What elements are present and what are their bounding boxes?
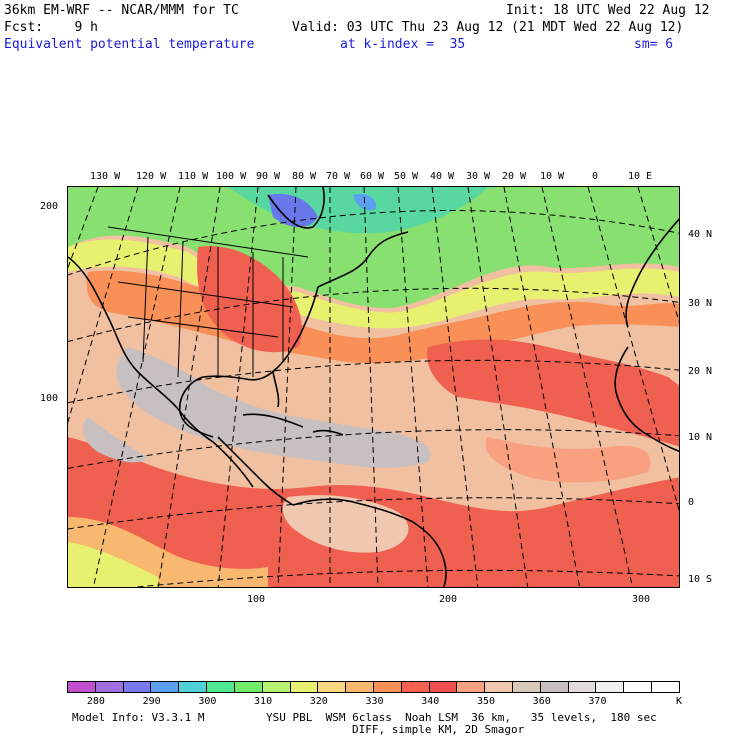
colorbar-swatch (290, 682, 319, 692)
lon-label: 30 W (466, 171, 491, 182)
lat-label: 0 (688, 497, 695, 508)
field-name: Equivalent potential temperature (4, 37, 255, 52)
colorbar-swatch (95, 682, 124, 692)
grid-bottom-label: 200 (439, 594, 458, 605)
colorbar-swatch (457, 682, 486, 692)
colorbar-tick-label: 330 (365, 696, 384, 707)
grey-dry-gulf (116, 347, 431, 468)
colorbar-tick-label: 280 (86, 696, 105, 707)
lat-label: 40 N (688, 229, 713, 240)
lon-label: 10 W (540, 171, 565, 182)
coastlines (68, 187, 679, 587)
forecast-hour: Fcst: 9 h (4, 20, 98, 35)
lon-label: 90 W (256, 171, 281, 182)
colorbar-swatch (318, 682, 347, 692)
model-info: Model Info: V3.3.1 M (72, 711, 205, 724)
colorbar-swatch (624, 682, 653, 692)
colorbar-swatch (568, 682, 597, 692)
colorbar-swatch (68, 682, 96, 692)
map-plot (68, 187, 679, 587)
salmon-patch-2 (282, 495, 409, 553)
colorbar-tick-label: 360 (532, 696, 551, 707)
lon-label: 40 W (430, 171, 455, 182)
theta-e-map (67, 186, 680, 588)
colorbar (67, 681, 680, 693)
yellow-sw (68, 542, 158, 587)
model-title: 36km EM-WRF -- NCAR/MMM for TC (4, 3, 239, 18)
colorbar-tick-label: 320 (309, 696, 328, 707)
red-core-east-us (197, 246, 302, 353)
lon-label: 110 W (178, 171, 209, 182)
lat-label: 10 S (688, 574, 713, 585)
colorbar-tick-label: 290 (142, 696, 161, 707)
lat-label: 10 N (688, 432, 713, 443)
colorbar-swatch (652, 682, 679, 692)
grey-dry-pacific (82, 417, 148, 463)
red-core-atlantic (427, 339, 679, 447)
salmon-patch (485, 437, 651, 483)
political-borders (107, 226, 309, 378)
colorbar-swatch (346, 682, 374, 692)
lon-label: 10 E (628, 171, 653, 182)
lon-label: 50 W (394, 171, 419, 182)
lon-label: 120 W (136, 171, 167, 182)
lon-label: 60 W (360, 171, 385, 182)
colorbar-tick-label: 370 (588, 696, 607, 707)
longitude-lines (68, 187, 679, 587)
model-diffusion: DIFF, simple KM, 2D Smagor (352, 723, 525, 736)
colorbar-swatch (540, 682, 569, 692)
colorbar-unit: K (676, 696, 683, 707)
colorbar-swatch (401, 682, 430, 692)
cold-band (68, 187, 679, 308)
lon-label: 100 W (216, 171, 247, 182)
colorbar-swatch (596, 682, 625, 692)
colorbar-swatch (123, 682, 152, 692)
grid-left-label: 100 (40, 393, 59, 404)
lon-label: 130 W (90, 171, 121, 182)
init-time: Init: 18 UTC Wed 22 Aug 12 (506, 3, 710, 18)
colorbar-tick-label: 340 (421, 696, 440, 707)
colorbar-swatch (262, 682, 291, 692)
colorbar-swatch (485, 682, 513, 692)
lat-label: 20 N (688, 366, 713, 377)
grid-bottom-label: 100 (247, 594, 266, 605)
colorbar-swatch (234, 682, 263, 692)
model-physics: YSU PBL WSM 6class Noah LSM 36 km, 35 le… (266, 711, 657, 724)
yellow-band (68, 239, 679, 329)
smoothing: sm= 6 (634, 37, 674, 52)
colorbar-swatch (207, 682, 235, 692)
valid-time: Valid: 03 UTC Thu 23 Aug 12 (21 MDT Wed … (292, 20, 684, 35)
lon-label: 20 W (502, 171, 527, 182)
latitude-lines (68, 210, 679, 587)
colorbar-swatch (151, 682, 180, 692)
grid-bottom-label: 300 (632, 594, 651, 605)
lon-label: 0 (592, 171, 599, 182)
colorbar-swatch (429, 682, 458, 692)
k-index: at k-index = 35 (340, 37, 466, 52)
colorbar-swatch (373, 682, 402, 692)
cold-pool (268, 193, 318, 228)
colorbar-swatch (513, 682, 541, 692)
colorbar-tick-label: 310 (254, 696, 273, 707)
colorbar-tick-label: 300 (198, 696, 217, 707)
grid-left-label: 200 (40, 201, 59, 212)
colorbar-tick-label: 350 (476, 696, 496, 707)
lon-label: 80 W (292, 171, 317, 182)
lat-label: 30 N (688, 298, 713, 309)
colorbar-swatch (179, 682, 208, 692)
lon-label: 70 W (326, 171, 351, 182)
